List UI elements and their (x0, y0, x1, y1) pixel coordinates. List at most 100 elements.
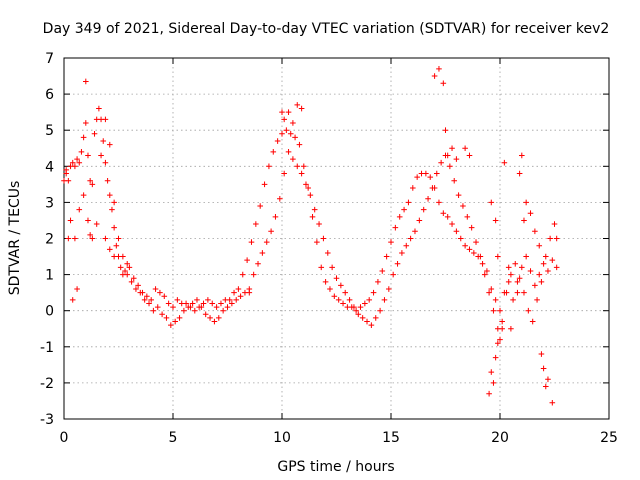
data-point (72, 163, 78, 170)
data-point (96, 105, 102, 112)
data-point (538, 279, 545, 285)
data-point (294, 163, 301, 170)
data-point (231, 289, 237, 296)
data-point (76, 159, 83, 166)
data-point (466, 152, 473, 159)
data-point (429, 185, 436, 191)
data-point (163, 315, 170, 321)
data-point (438, 159, 444, 166)
data-point (120, 253, 126, 260)
data-point (281, 170, 287, 177)
data-point (305, 185, 311, 191)
data-point (279, 131, 285, 137)
data-point (183, 300, 189, 307)
x-tick-label: 20 (491, 430, 509, 446)
data-point (488, 199, 495, 206)
data-point (519, 152, 525, 159)
data-point (390, 271, 396, 278)
data-point (233, 297, 240, 303)
data-point (172, 318, 178, 325)
data-point (514, 279, 521, 285)
axis-ticks (63, 57, 610, 420)
data-point (106, 192, 113, 198)
y-tick-labels: -3 -2 -1 0 1 2 3 4 5 6 7 (40, 51, 54, 428)
data-point (296, 141, 303, 148)
data-point (89, 181, 96, 188)
data-point (440, 80, 447, 87)
data-point (549, 399, 556, 406)
data-point (117, 264, 124, 271)
data-point (412, 228, 418, 235)
data-point (279, 109, 285, 115)
data-point (285, 149, 292, 155)
data-point (333, 275, 340, 282)
data-point (362, 300, 368, 307)
data-point (148, 297, 154, 303)
data-point (547, 235, 553, 242)
data-point (514, 289, 521, 296)
data-point (314, 239, 320, 245)
data-point (270, 149, 277, 155)
data-point (226, 297, 233, 303)
data-point (168, 322, 174, 328)
data-point (549, 257, 556, 263)
data-point (161, 293, 168, 300)
data-point (359, 315, 366, 321)
data-point (194, 297, 200, 303)
y-axis-label: SDTVAR / TECUs (7, 181, 23, 296)
y-tick-label: -1 (40, 340, 54, 356)
data-point (407, 235, 414, 242)
data-point (261, 181, 268, 188)
data-point (401, 206, 407, 213)
data-point (553, 264, 560, 271)
data-point (320, 235, 327, 242)
data-point (248, 239, 255, 245)
x-tick-label: 15 (382, 430, 400, 446)
data-point (488, 369, 495, 375)
data-point (355, 311, 362, 318)
data-point (551, 221, 558, 227)
data-point (115, 235, 122, 242)
data-point (431, 73, 438, 79)
data-point (287, 131, 294, 137)
data-point (553, 235, 560, 242)
data-point (532, 228, 538, 235)
data-point (335, 297, 342, 303)
data-point (157, 289, 163, 296)
data-point (72, 235, 78, 242)
data-point (65, 235, 72, 242)
data-point (213, 304, 220, 310)
data-point (405, 199, 412, 206)
x-tick-label: 0 (60, 430, 69, 446)
data-point (192, 307, 198, 314)
data-point (200, 300, 207, 307)
data-point (527, 210, 534, 217)
data-point (523, 253, 529, 260)
y-tick-label: -3 (40, 412, 54, 428)
data-point (495, 253, 501, 260)
data-point (69, 159, 76, 166)
data-point (202, 311, 209, 318)
data-points (61, 66, 560, 406)
data-point (298, 105, 305, 112)
data-point (488, 286, 495, 292)
data-point (396, 214, 403, 220)
data-point (379, 268, 386, 274)
data-point (89, 235, 96, 242)
data-point (126, 264, 133, 271)
y-tick-label: 7 (45, 51, 54, 67)
data-point (229, 300, 235, 307)
y-tick-label: -2 (40, 376, 54, 392)
data-point (497, 307, 503, 314)
data-point (74, 156, 80, 162)
data-point (545, 268, 551, 274)
data-point (372, 315, 379, 321)
data-point (63, 167, 69, 173)
y-tick-label: 3 (45, 195, 54, 211)
data-point (124, 260, 131, 267)
data-point (309, 214, 316, 220)
data-point (508, 325, 514, 332)
data-point (146, 300, 152, 307)
data-point (523, 199, 529, 206)
data-point (340, 300, 346, 307)
